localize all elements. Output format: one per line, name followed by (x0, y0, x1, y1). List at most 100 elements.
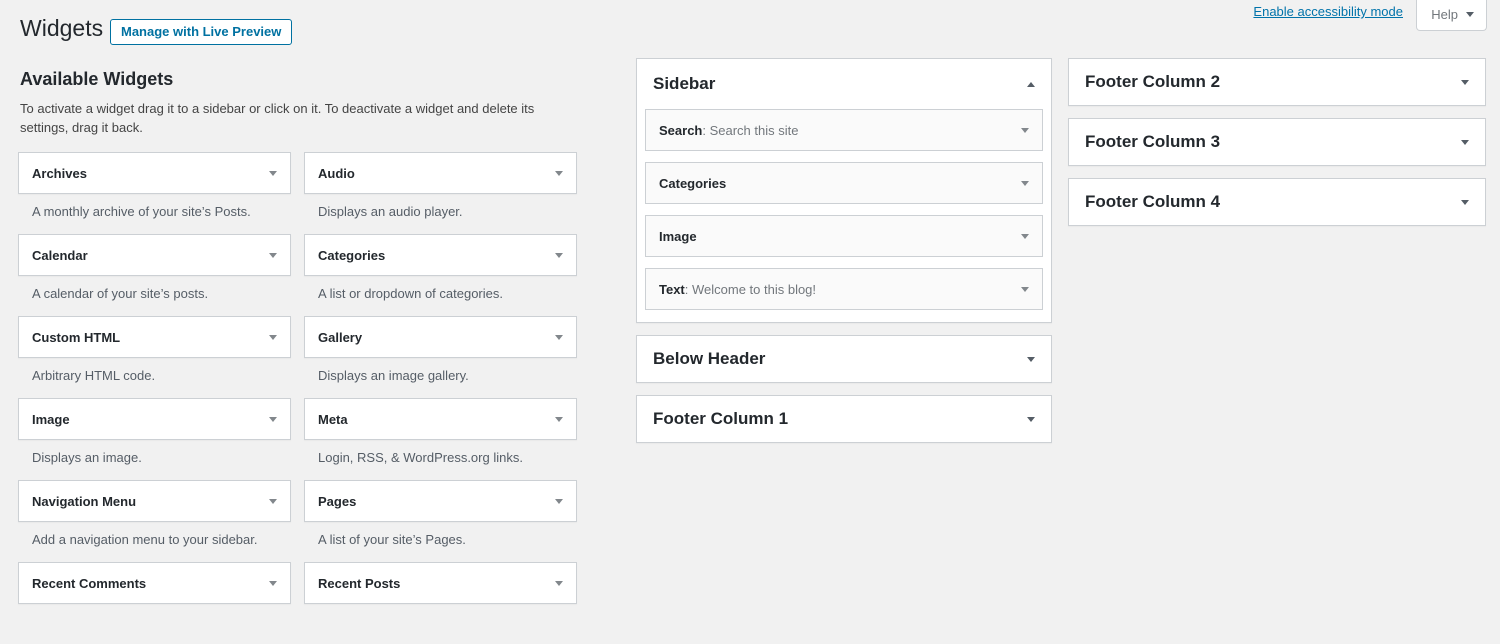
chevron-down-icon (269, 170, 277, 176)
chevron-up-icon[interactable] (1027, 81, 1035, 87)
widget-card-recent-comments: Recent Comments (18, 562, 291, 644)
widget-card-audio: Audio Displays an audio player. (304, 152, 577, 234)
sidebar-widget-image[interactable]: Image (645, 215, 1043, 257)
chevron-down-icon (555, 498, 563, 504)
chevron-down-icon (555, 580, 563, 586)
panel-below-header-header[interactable]: Below Header (637, 336, 1051, 382)
panel-footer-column-1-header[interactable]: Footer Column 1 (637, 396, 1051, 442)
widget-card-gallery: Gallery Displays an image gallery. (304, 316, 577, 398)
chevron-down-icon[interactable] (1461, 79, 1469, 85)
panel-sidebar-body: Search : Search this site Categories Ima… (637, 109, 1051, 322)
widget-title: Calendar (32, 247, 88, 263)
widget-description: Displays an audio player. (318, 204, 463, 219)
chevron-down-icon (1021, 233, 1029, 239)
chevron-down-icon (1021, 180, 1029, 186)
panel-footer-column-3: Footer Column 3 (1068, 118, 1486, 166)
widget-meta[interactable]: Meta (304, 398, 577, 440)
widget-title: Text (659, 281, 685, 297)
available-widgets-description: To activate a widget drag it to a sideba… (20, 101, 535, 135)
sidebar-widget-categories[interactable]: Categories (645, 162, 1043, 204)
widget-card-categories: Categories A list or dropdown of categor… (304, 234, 577, 316)
chevron-down-icon[interactable] (1027, 416, 1035, 422)
widget-card-meta: Meta Login, RSS, & WordPress.org links. (304, 398, 577, 480)
widget-title: Recent Posts (318, 575, 401, 591)
widget-detail: : Welcome to this blog! (684, 281, 817, 297)
panel-name: Footer Column 2 (1085, 72, 1221, 91)
chevron-down-icon (555, 170, 563, 176)
help-button-label: Help (1431, 7, 1458, 22)
widget-title: Archives (32, 165, 87, 181)
widget-description: A calendar of your site’s posts. (32, 286, 209, 301)
chevron-down-icon (555, 252, 563, 258)
page-title: Widgets (20, 15, 104, 41)
widget-card-custom-html: Custom HTML Arbitrary HTML code. (18, 316, 291, 398)
widget-title: Meta (318, 411, 348, 427)
chevron-down-icon (555, 416, 563, 422)
panel-name: Footer Column 4 (1085, 192, 1221, 211)
widget-title: Search (659, 122, 703, 138)
panel-footer-column-2: Footer Column 2 (1068, 58, 1486, 106)
widget-categories[interactable]: Categories (304, 234, 577, 276)
chevron-down-icon (1021, 286, 1029, 292)
panel-footer-column-1: Footer Column 1 (636, 395, 1052, 443)
chevron-down-icon[interactable] (1461, 139, 1469, 145)
widget-recent-comments[interactable]: Recent Comments (18, 562, 291, 604)
widget-custom-html[interactable]: Custom HTML (18, 316, 291, 358)
manage-live-preview-button[interactable]: Manage with Live Preview (110, 19, 293, 45)
panel-footer-column-3-header[interactable]: Footer Column 3 (1069, 119, 1485, 165)
widget-title: Custom HTML (32, 329, 121, 345)
panel-footer-column-4-header[interactable]: Footer Column 4 (1069, 179, 1485, 225)
widget-description: A list of your site’s Pages. (318, 532, 466, 547)
widget-description: Arbitrary HTML code. (32, 368, 156, 383)
panel-name: Footer Column 1 (653, 409, 789, 428)
widget-card-archives: Archives A monthly archive of your site’… (18, 152, 291, 234)
widget-title: Categories (659, 175, 727, 191)
sidebar-column-right: Footer Column 2 Footer Column 3 Footer C… (1068, 58, 1486, 238)
widget-detail: : Search this site (702, 122, 799, 138)
widget-title: Navigation Menu (32, 493, 137, 509)
widget-description: A list or dropdown of categories. (318, 286, 503, 301)
chevron-down-icon[interactable] (1461, 199, 1469, 205)
panel-sidebar: Sidebar Search : Search this site Catego… (636, 58, 1052, 323)
widget-card-navigation-menu: Navigation Menu Add a navigation menu to… (18, 480, 291, 562)
widget-description: Add a navigation menu to your sidebar. (32, 532, 258, 547)
panel-name: Below Header (653, 349, 766, 368)
widget-title: Pages (318, 493, 357, 509)
widget-description: Displays an image. (32, 450, 142, 465)
widget-pages[interactable]: Pages (304, 480, 577, 522)
chevron-down-icon (1021, 127, 1029, 133)
widget-title: Recent Comments (32, 575, 147, 591)
widget-title: Categories (318, 247, 386, 263)
panel-sidebar-header[interactable]: Sidebar (637, 59, 1051, 109)
widget-description: Displays an image gallery. (318, 368, 469, 383)
widget-recent-posts[interactable]: Recent Posts (304, 562, 577, 604)
available-widgets-heading: Available Widgets (20, 69, 174, 89)
panel-name: Footer Column 3 (1085, 132, 1221, 151)
panel-name: Sidebar (653, 74, 716, 93)
widget-card-pages: Pages A list of your site’s Pages. (304, 480, 577, 562)
widget-image[interactable]: Image (18, 398, 291, 440)
widget-audio[interactable]: Audio (304, 152, 577, 194)
widget-title: Gallery (318, 329, 363, 345)
chevron-down-icon (269, 498, 277, 504)
widget-archives[interactable]: Archives (18, 152, 291, 194)
panel-footer-column-4: Footer Column 4 (1068, 178, 1486, 226)
widget-card-image: Image Displays an image. (18, 398, 291, 480)
widget-card-calendar: Calendar A calendar of your site’s posts… (18, 234, 291, 316)
widget-description: A monthly archive of your site’s Posts. (32, 204, 251, 219)
widget-title: Image (32, 411, 70, 427)
chevron-down-icon[interactable] (1027, 356, 1035, 362)
sidebar-column-middle: Sidebar Search : Search this site Catego… (636, 58, 1052, 455)
sidebar-widget-search[interactable]: Search : Search this site (645, 109, 1043, 151)
widget-calendar[interactable]: Calendar (18, 234, 291, 276)
widget-navigation-menu[interactable]: Navigation Menu (18, 480, 291, 522)
panel-below-header: Below Header (636, 335, 1052, 383)
widget-description: Login, RSS, & WordPress.org links. (318, 450, 523, 465)
widget-card-recent-posts: Recent Posts (304, 562, 577, 644)
widget-title: Audio (318, 165, 355, 181)
widget-gallery[interactable]: Gallery (304, 316, 577, 358)
help-button[interactable]: Help (1416, 0, 1487, 31)
panel-footer-column-2-header[interactable]: Footer Column 2 (1069, 59, 1485, 105)
sidebar-widget-text[interactable]: Text : Welcome to this blog! (645, 268, 1043, 310)
accessibility-mode-link[interactable]: Enable accessibility mode (1253, 4, 1403, 19)
